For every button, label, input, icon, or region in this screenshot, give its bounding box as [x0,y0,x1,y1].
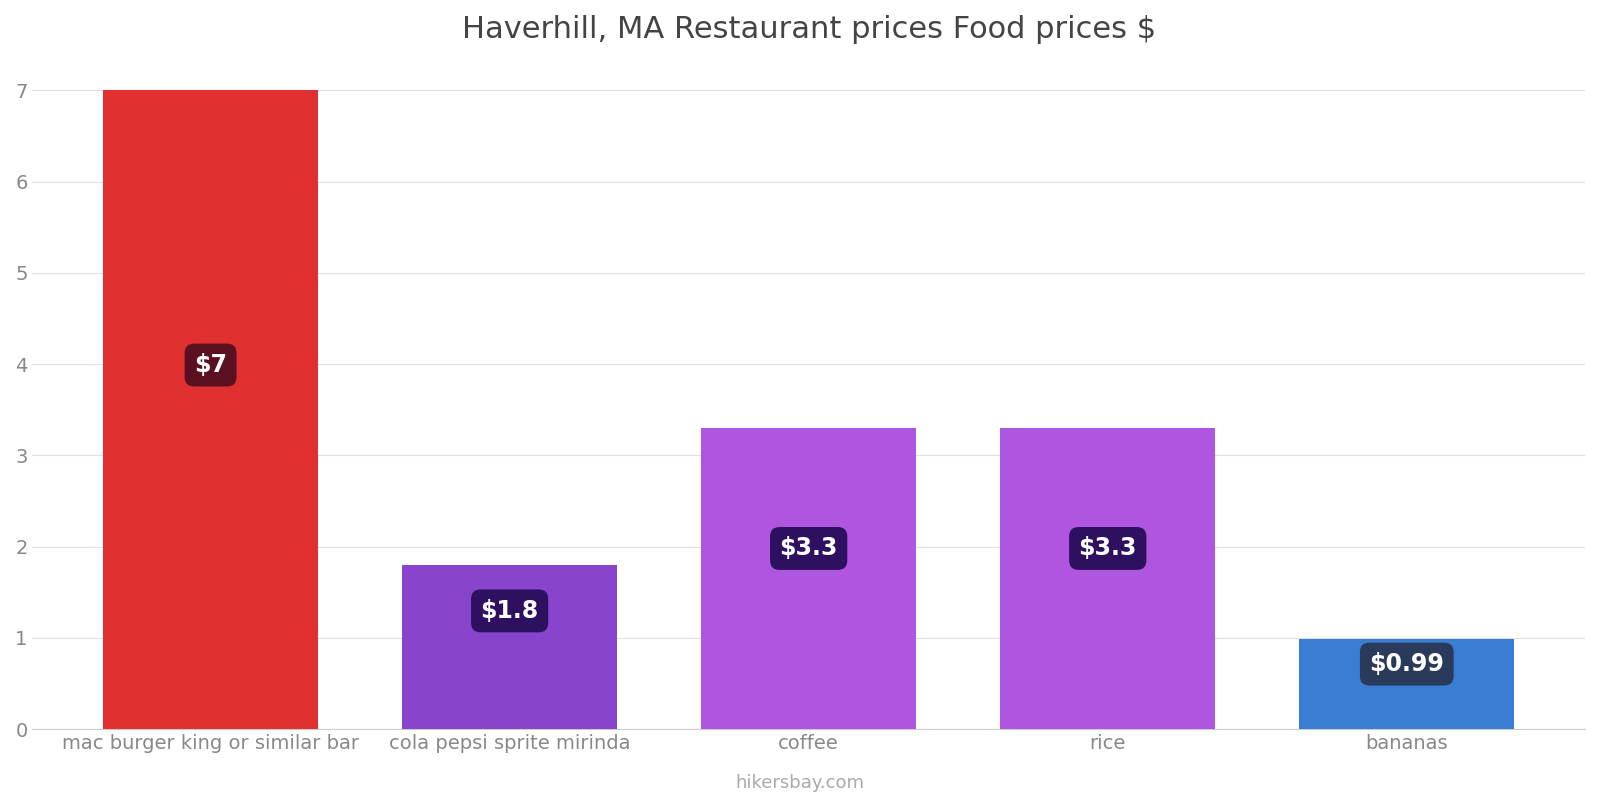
Bar [1000,428,1216,729]
Text: hikersbay.com: hikersbay.com [736,774,864,792]
Text: $3.3: $3.3 [1078,537,1138,561]
Text: $7: $7 [194,353,227,377]
Text: $0.99: $0.99 [1370,652,1445,676]
Bar [402,565,618,729]
Text: $3.3: $3.3 [779,537,838,561]
Bar [1299,638,1515,729]
Bar [102,90,318,729]
Bar [701,428,917,729]
Text: $1.8: $1.8 [480,599,539,623]
Title: Haverhill, MA Restaurant prices Food prices $: Haverhill, MA Restaurant prices Food pri… [462,15,1155,44]
